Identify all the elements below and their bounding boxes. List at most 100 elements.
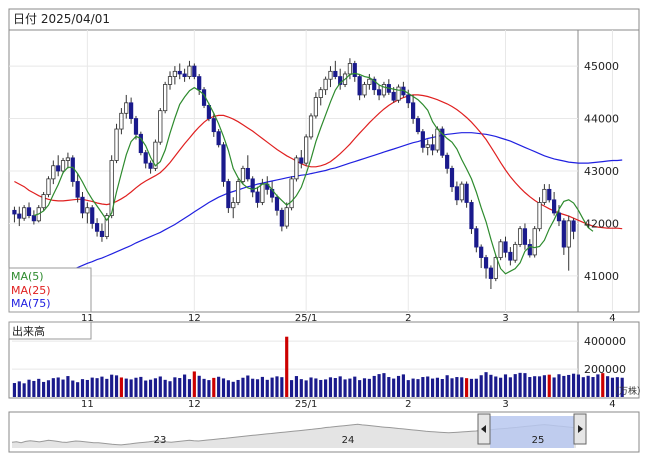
candle: [158, 108, 163, 145]
candle: [396, 84, 401, 103]
candle-body-up: [104, 215, 109, 237]
candle-body-up: [566, 220, 571, 248]
candle: [187, 60, 192, 80]
candle: [90, 205, 95, 229]
price-tick-label: 43000: [584, 165, 619, 178]
volume-bar: [596, 374, 600, 397]
legend-ma75: MA(75): [11, 297, 51, 310]
volume-bar: [105, 378, 109, 397]
candle: [274, 194, 280, 216]
navigator-left-handle[interactable]: [477, 413, 491, 445]
volume-grid: [12, 340, 578, 370]
navigator-selection[interactable]: [490, 416, 574, 448]
candle-body-up: [308, 115, 314, 138]
volume-bar: [508, 377, 512, 397]
candle-body-down: [31, 215, 36, 222]
candle-body-down: [411, 102, 416, 119]
legend-ma25: MA(25): [11, 284, 51, 297]
volume-bar: [241, 377, 245, 397]
legend-ma5: MA(5): [11, 270, 44, 283]
candle: [308, 113, 314, 140]
volume-bar: [533, 376, 537, 397]
candle: [235, 178, 241, 206]
volume-bar: [333, 378, 337, 397]
candle-body-up: [537, 202, 542, 230]
candle: [493, 254, 498, 282]
candle: [469, 199, 474, 234]
volume-x-tick-labels: 11 12 25/1 2 3 4: [81, 399, 616, 410]
volume-bar: [552, 377, 556, 397]
candle-body-up: [167, 76, 173, 85]
volume-bar: [455, 377, 459, 397]
volume-bar: [523, 373, 527, 397]
candle-body-down: [245, 167, 250, 180]
volume-bar: [168, 381, 172, 397]
candle-body-up: [60, 160, 66, 172]
volume-bar: [401, 374, 405, 397]
candle: [167, 71, 173, 90]
volume-bar: [479, 375, 483, 397]
candle: [323, 76, 328, 95]
candle-body-up: [532, 228, 537, 256]
ma25-line: [14, 94, 623, 230]
chevron-right-icon: [578, 425, 583, 433]
candle-body-down: [338, 76, 343, 85]
ma5-line: [33, 72, 594, 275]
candles-group: [12, 58, 576, 290]
candle-body-down: [26, 207, 32, 216]
candle-body-up: [294, 157, 299, 180]
volume-bar: [226, 380, 230, 397]
price-x-tick-label: 12: [188, 313, 201, 324]
volume-x-tick-label: 2: [405, 399, 411, 410]
navigator-right-handle[interactable]: [573, 413, 587, 445]
candle: [313, 92, 318, 119]
candle: [333, 60, 338, 80]
volume-bar: [416, 379, 420, 397]
candle: [104, 212, 109, 240]
candle: [177, 63, 182, 80]
candle-body-down: [561, 220, 566, 248]
volume-bar: [343, 379, 347, 397]
candle: [483, 254, 489, 279]
price-tick-labels: 41000 42000 43000 44000 45000: [584, 60, 619, 283]
volume-bar: [503, 374, 508, 397]
candle: [109, 155, 114, 219]
volume-bar: [66, 376, 70, 397]
volume-bar: [484, 372, 488, 397]
volume-bar: [615, 377, 619, 397]
volume-title-box: [8, 321, 92, 340]
candle: [503, 236, 508, 258]
candle: [527, 239, 532, 258]
candle-body-down: [177, 70, 182, 75]
volume-bar: [440, 378, 444, 397]
candle-body-up: [425, 144, 430, 148]
volume-bar: [236, 379, 240, 397]
volume-bar: [183, 374, 187, 397]
date-label: 日付 2025/04/01: [13, 12, 110, 26]
candle-body-down: [221, 144, 226, 182]
volume-bar: [581, 377, 585, 397]
candle: [182, 68, 187, 82]
candle: [425, 139, 430, 156]
candle: [445, 152, 450, 174]
volume-bar: [255, 379, 260, 397]
candle-body-down: [299, 157, 304, 164]
volume-bar: [518, 372, 522, 397]
candle: [17, 206, 22, 227]
volume-bar: [601, 373, 605, 397]
volume-bar: [212, 377, 216, 397]
candle: [415, 115, 421, 135]
candle-body-up: [347, 63, 353, 75]
candle-body-down: [445, 154, 450, 169]
candle-body-up: [367, 78, 372, 85]
volume-bar: [358, 380, 362, 397]
volume-bar: [76, 382, 80, 397]
candle: [12, 206, 17, 223]
candle-body-up: [231, 202, 236, 209]
candle-body-down: [94, 223, 100, 232]
volume-bar: [173, 377, 177, 397]
ma5-line-group: [33, 72, 594, 275]
volume-bar: [144, 380, 148, 397]
candle-body-up: [260, 183, 265, 203]
candle: [362, 81, 367, 98]
